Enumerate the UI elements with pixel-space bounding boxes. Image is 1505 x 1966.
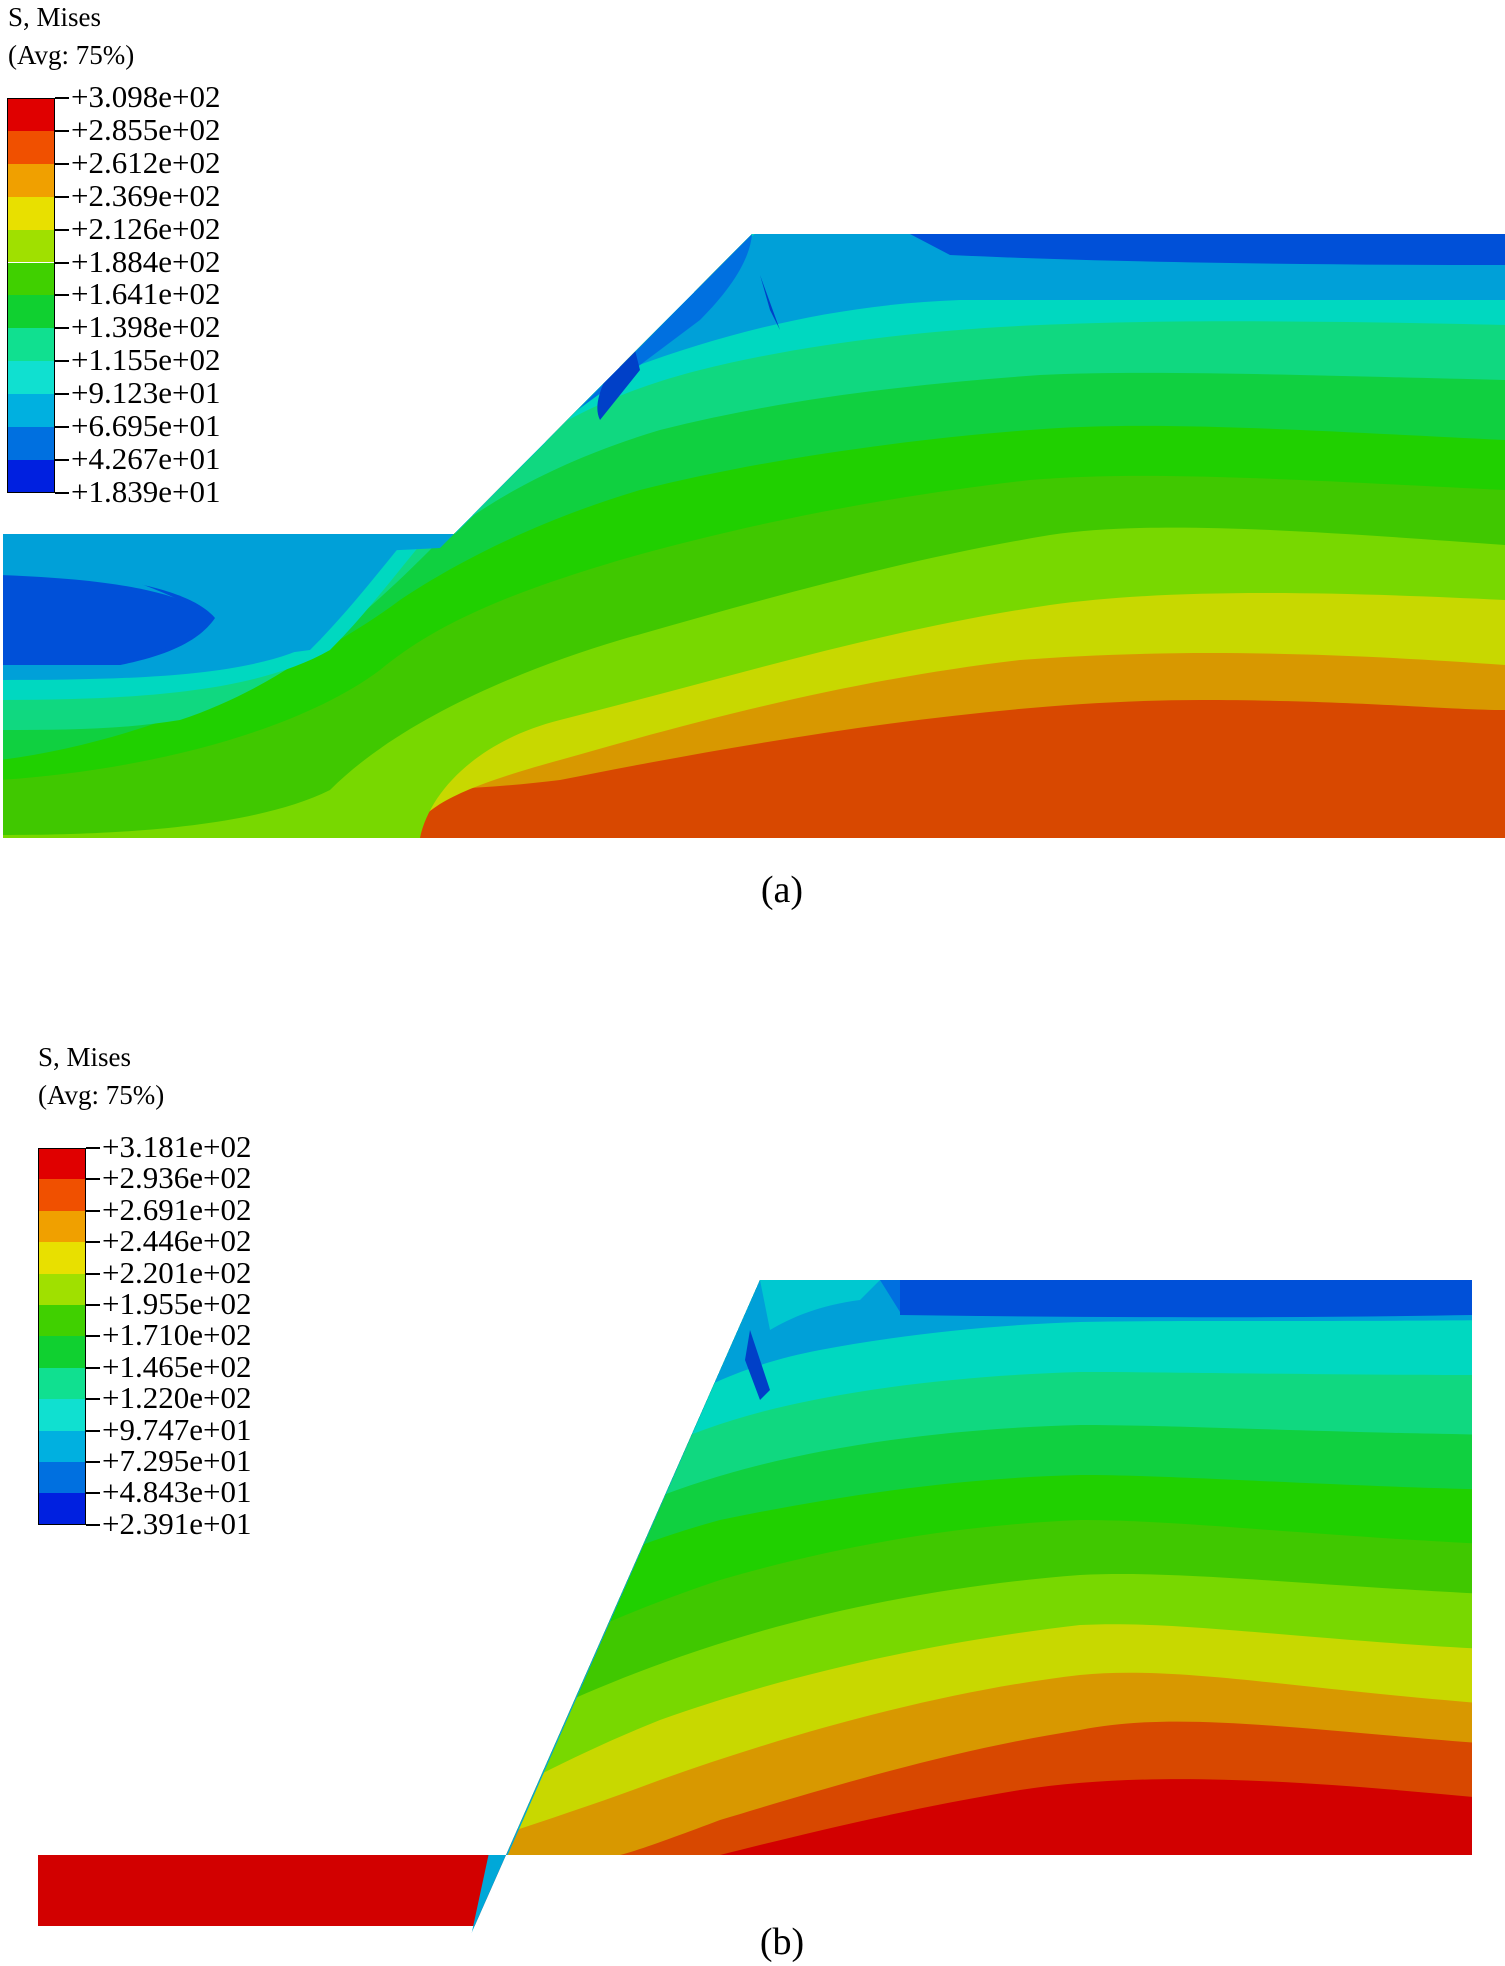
legend-value: +1.710e+02 xyxy=(102,1317,252,1353)
legend-title-a: S, Mises xyxy=(8,2,102,32)
legend-value: +4.843e+01 xyxy=(102,1474,252,1510)
panel-a: S, Mises (Avg: 75%) +3.098e+02 +2.855e+02… xyxy=(0,0,1505,910)
panel-b: S, Mises (Avg: 75%) +3.181e+02 +2.936e+02… xyxy=(0,1040,1505,1966)
legend-tick xyxy=(86,1492,100,1495)
legend-value: +3.181e+02 xyxy=(102,1129,252,1164)
legend-value: +2.612e+02 xyxy=(71,144,221,180)
legend-value: +2.855e+02 xyxy=(71,111,221,147)
legend-subtitle-a: (Avg: 75%) xyxy=(8,40,135,70)
legend-subtitle-b: (Avg: 75%) xyxy=(38,1080,165,1110)
band-blue-left-b-2 xyxy=(38,1575,300,1657)
legend-tick xyxy=(55,327,69,330)
legend-swatch xyxy=(7,196,55,230)
legend-swatch xyxy=(7,394,55,427)
legend-tick xyxy=(55,294,69,297)
legend-tick xyxy=(86,1272,100,1275)
band-teal-top-b xyxy=(760,1280,880,1330)
legend-swatch xyxy=(38,1367,86,1400)
legend-value: +2.369e+02 xyxy=(71,177,221,213)
contour-plot-b xyxy=(38,1280,1472,1941)
legend-value: +6.695e+01 xyxy=(71,408,221,443)
legend-swatch xyxy=(38,1462,86,1494)
legend-value: +7.295e+01 xyxy=(102,1443,252,1478)
legend-tick xyxy=(55,129,69,132)
legend-value: +1.955e+02 xyxy=(102,1286,252,1321)
legend-tick xyxy=(86,1209,100,1212)
legend-swatch xyxy=(38,1430,86,1462)
legend-value: +2.446e+02 xyxy=(102,1223,252,1259)
legend-value: +3.098e+02 xyxy=(71,79,221,114)
legend-tick xyxy=(86,1335,100,1338)
legend-value: +1.465e+02 xyxy=(102,1348,252,1384)
legend-swatch xyxy=(7,163,55,197)
legend-value: +2.691e+02 xyxy=(102,1191,252,1227)
legend-value: +2.201e+02 xyxy=(102,1254,252,1290)
band-blue-core xyxy=(3,575,212,665)
legend-swatch xyxy=(7,98,55,131)
legend-swatch xyxy=(7,361,55,395)
legend-value: +2.936e+02 xyxy=(102,1160,252,1196)
legend-border xyxy=(7,98,55,493)
legend-swatch xyxy=(7,328,55,362)
legend-swatch xyxy=(38,1148,86,1180)
legend-swatch xyxy=(7,427,55,460)
legend-border xyxy=(38,1148,86,1525)
legend-value: +2.126e+02 xyxy=(71,210,221,246)
caption-a: (a) xyxy=(760,869,804,911)
legend-swatch xyxy=(7,262,55,296)
legend-swatch xyxy=(38,1336,86,1368)
legend-value: +1.839e+01 xyxy=(71,473,221,509)
band-blue-top-b xyxy=(900,1280,1472,1318)
legend-swatch xyxy=(38,1273,86,1305)
legend-swatch xyxy=(7,130,55,164)
legend-tick xyxy=(55,458,69,461)
legend-tick xyxy=(86,1366,100,1369)
legend-tick xyxy=(86,1178,100,1181)
legend-value: +4.267e+01 xyxy=(71,440,221,476)
legend-tick xyxy=(86,1241,100,1244)
legend-tick xyxy=(55,97,69,99)
legend-value: +1.398e+02 xyxy=(71,309,221,345)
band-slope-face-b xyxy=(470,1280,760,1941)
band-cyan-top xyxy=(600,234,1505,380)
band-blue-top xyxy=(910,234,1505,265)
legend-swatch xyxy=(38,1399,86,1431)
legend-value: +1.155e+02 xyxy=(71,342,221,378)
legend-swatch xyxy=(38,1305,86,1337)
contour-plot-a xyxy=(3,234,1505,838)
legend-tick xyxy=(55,195,69,198)
legend-value: +1.641e+02 xyxy=(71,276,221,312)
legend-tick xyxy=(55,162,69,165)
legend-tick xyxy=(86,1147,100,1149)
legend-tick xyxy=(55,228,69,231)
legend-value: +1.220e+02 xyxy=(102,1380,252,1416)
legend-swatch xyxy=(7,459,55,493)
band-blue-spot-2 xyxy=(760,275,780,330)
legend-tick xyxy=(86,1304,100,1306)
legend-tick xyxy=(55,360,69,363)
band-top-left xyxy=(3,534,454,554)
legend-value: +9.123e+01 xyxy=(71,375,221,411)
legend-swatch xyxy=(38,1242,86,1274)
legend-title-b: S, Mises xyxy=(38,1042,132,1072)
legend-swatch xyxy=(38,1493,86,1525)
band-blue-spot-b xyxy=(745,1330,770,1400)
legend-value: +1.884e+02 xyxy=(71,243,221,279)
caption-b: (b) xyxy=(759,1921,805,1963)
legend-tick xyxy=(86,1461,100,1463)
band-blue-left-b xyxy=(38,1575,300,1640)
legend-value: +2.391e+01 xyxy=(102,1505,252,1541)
legend-tick xyxy=(55,393,69,396)
legend-swatch xyxy=(7,295,55,329)
legend-value: +9.747e+01 xyxy=(102,1411,252,1447)
legend-tick xyxy=(55,491,69,494)
legend-swatch xyxy=(7,229,55,263)
legend-swatch xyxy=(38,1210,86,1243)
legend-swatch xyxy=(38,1179,86,1211)
legend-tick xyxy=(86,1429,100,1432)
legend-tick xyxy=(55,426,69,428)
legend-tick xyxy=(86,1398,100,1401)
legend-tick xyxy=(55,261,69,264)
legend-tick xyxy=(86,1523,100,1526)
